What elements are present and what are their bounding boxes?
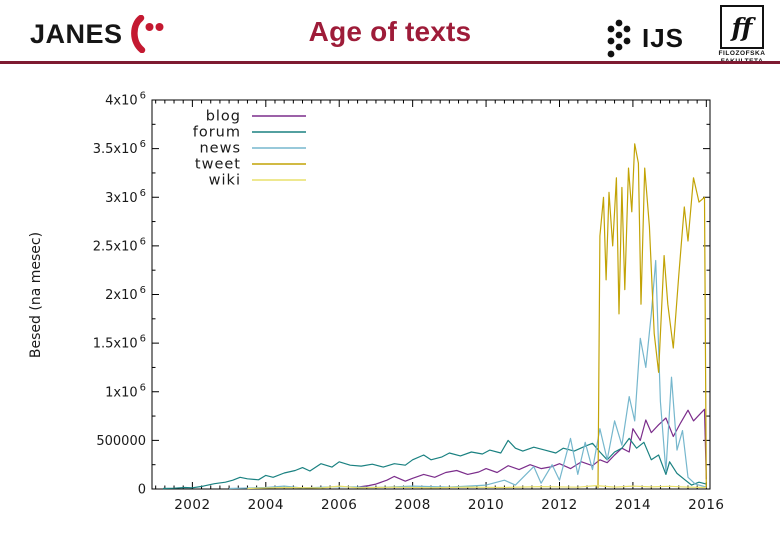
y-tick-label: 3.5x10 6 <box>93 139 146 157</box>
y-tick-label: 2x10 6 <box>105 285 146 303</box>
x-tick-label: 2006 <box>321 497 357 513</box>
legend-label-tweet: tweet <box>195 157 241 173</box>
janes-logo: JANES <box>30 15 164 53</box>
series-line-forum <box>162 437 707 490</box>
ff-monogram-icon: ff <box>720 5 764 49</box>
x-tick-label: 2008 <box>394 497 430 513</box>
y-tick-label: 2.5x10 6 <box>93 236 146 254</box>
header-divider <box>0 61 780 64</box>
ff-logo-line1: FILOZOFSKA <box>718 50 766 57</box>
janes-logo-text: JANES <box>30 19 123 49</box>
y-tick-label: 0 <box>138 483 146 498</box>
x-tick-label: 2004 <box>248 497 284 513</box>
series-line-tweet <box>597 143 707 489</box>
series-line-wiki <box>247 485 707 490</box>
x-tick-label: 2010 <box>468 497 504 513</box>
y-tick-label: 3x10 6 <box>105 188 146 206</box>
x-tick-label: 2012 <box>541 497 577 513</box>
ijs-logo: IJS <box>605 16 684 60</box>
y-tick-label: 500000 <box>96 434 146 449</box>
filozofska-fakulteta-logo: ff FILOZOFSKA FAKULTETA <box>710 5 774 67</box>
legend-label-forum: forum <box>193 125 241 141</box>
x-tick-label: 2002 <box>174 497 210 513</box>
y-axis-title: Besed (na mesec) <box>28 232 44 358</box>
janes-logo-mark-icon <box>130 15 164 53</box>
y-tick-label: 1x10 6 <box>105 382 146 400</box>
series-line-news <box>229 259 707 490</box>
x-tick-label: 2016 <box>688 497 724 513</box>
ijs-dots-icon <box>607 19 631 58</box>
ijs-logo-text: IJS <box>641 22 684 53</box>
series-line-blog <box>357 408 707 488</box>
y-tick-label: 4x10 6 <box>105 91 146 109</box>
y-tick-label: 1.5x10 6 <box>93 334 146 352</box>
legend-label-blog: blog <box>206 109 241 125</box>
slide-title: Age of texts <box>308 16 472 47</box>
legend-label-wiki: wiki <box>209 173 241 189</box>
x-tick-label: 2014 <box>615 497 651 513</box>
legend-label-news: news <box>199 141 241 157</box>
